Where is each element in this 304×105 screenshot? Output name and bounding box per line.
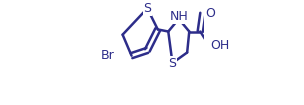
Text: Br: Br	[100, 49, 114, 62]
Text: S: S	[143, 2, 151, 15]
Text: NH: NH	[169, 10, 188, 23]
Text: S: S	[168, 56, 176, 70]
Text: OH: OH	[210, 39, 230, 52]
Text: O: O	[205, 7, 215, 20]
